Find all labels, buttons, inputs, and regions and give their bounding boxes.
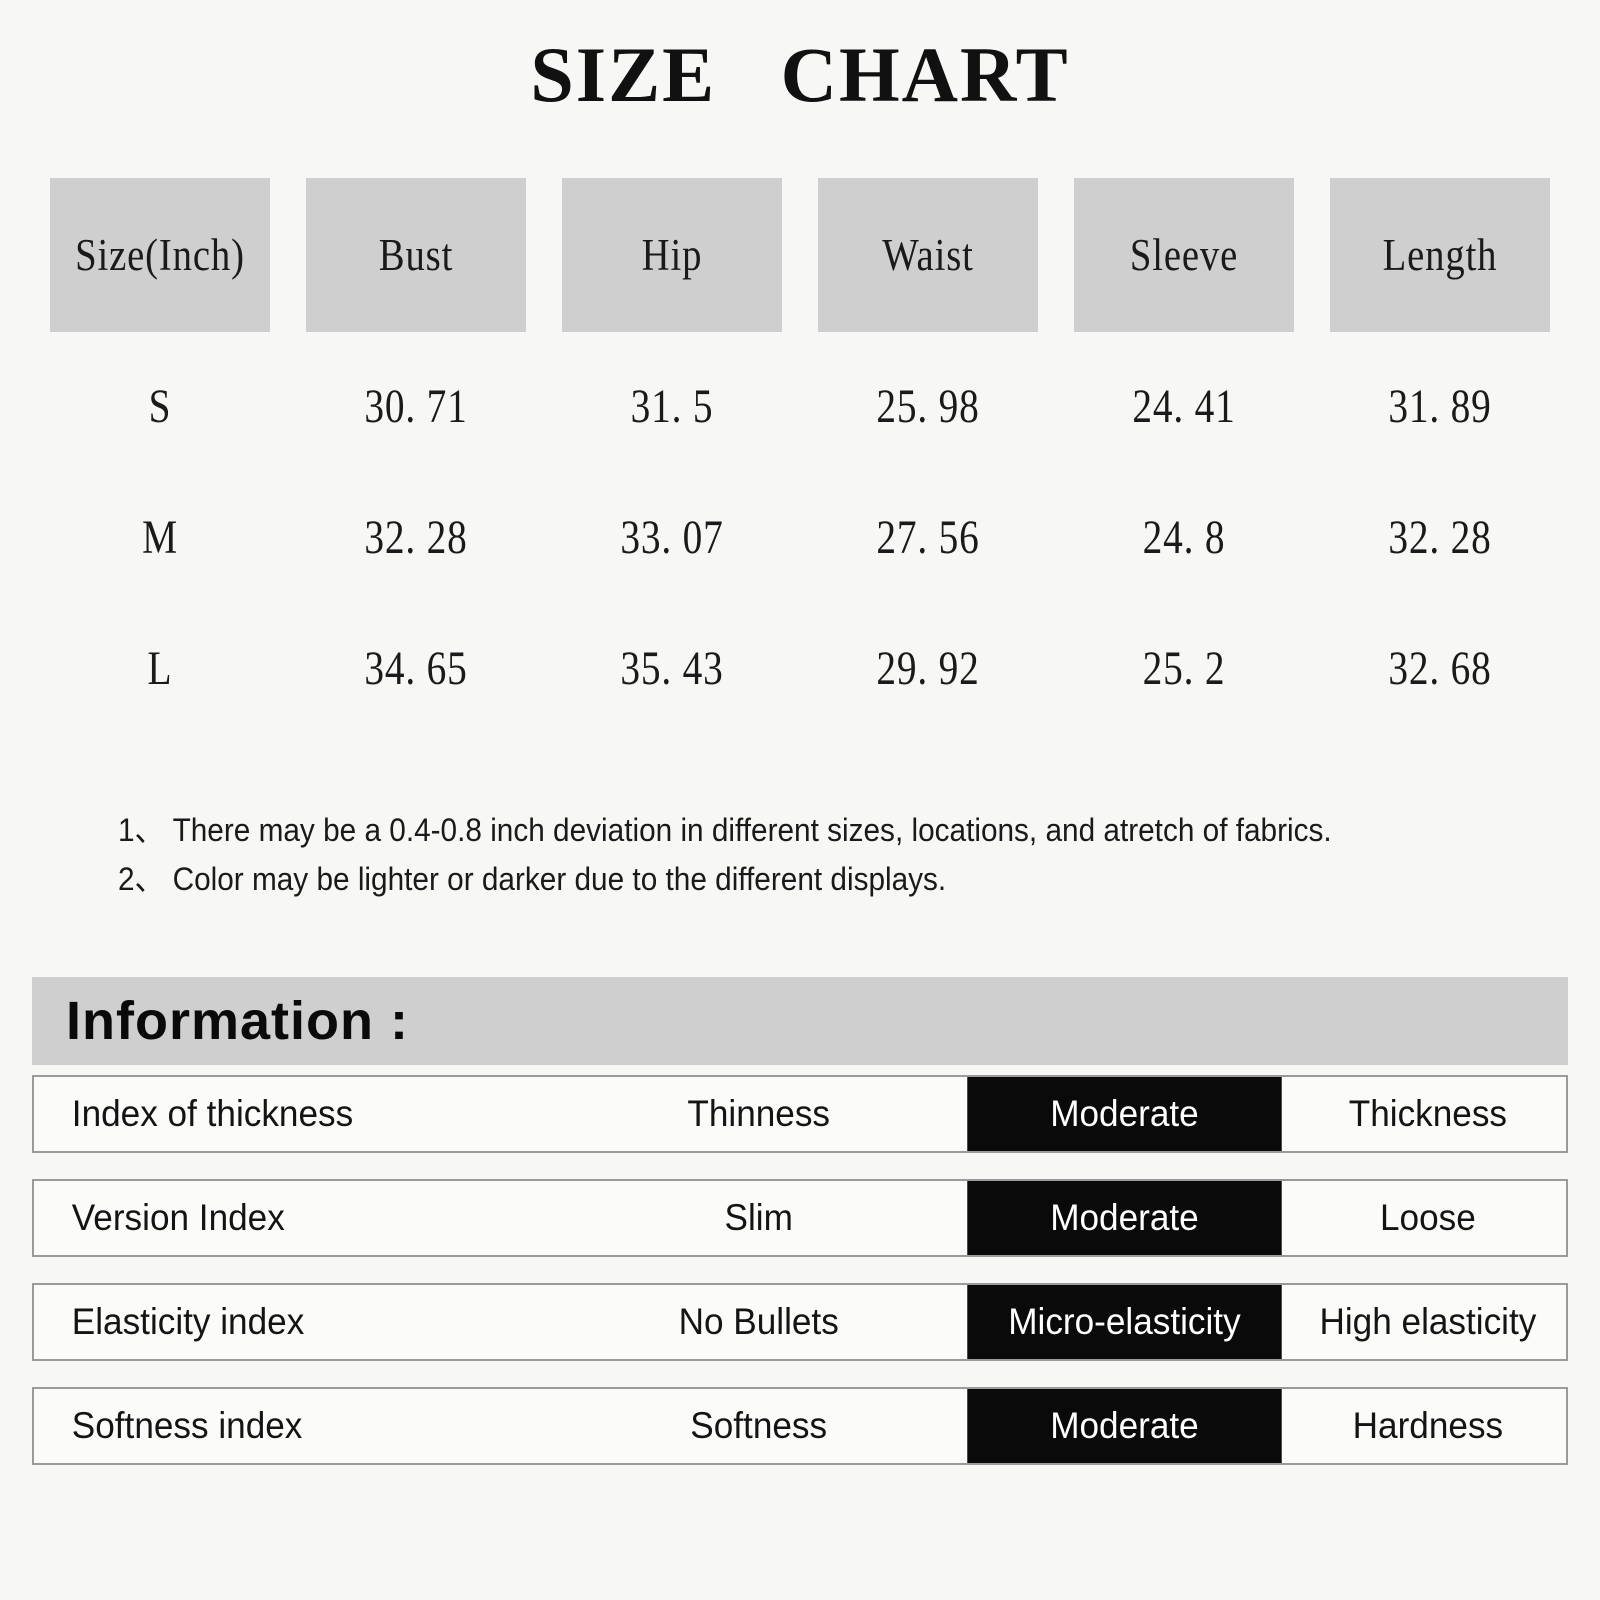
info-option-moderate[interactable]: Moderate bbox=[967, 1181, 1282, 1256]
notes-section: 1、 There may be a 0.4-0.8 inch deviation… bbox=[32, 806, 1568, 903]
info-option-softness[interactable]: Softness bbox=[690, 1405, 828, 1447]
table-row: L 34. 65 35. 43 29. 92 25. 2 32. 68 bbox=[32, 603, 1568, 734]
info-option-moderate[interactable]: Moderate bbox=[967, 1389, 1282, 1464]
column-header-waist: Waist bbox=[817, 177, 1039, 332]
cell-sleeve: 24. 41 bbox=[1132, 379, 1236, 433]
cell-sleeve: 24. 8 bbox=[1142, 510, 1226, 564]
column-header-length: Length bbox=[1329, 177, 1551, 332]
cell-hip: 31. 5 bbox=[630, 379, 714, 433]
cell-waist: 27. 56 bbox=[876, 510, 980, 564]
info-option-no-bullets[interactable]: No Bullets bbox=[678, 1301, 839, 1343]
info-row-thickness: Index of thickness Thinness Moderate Thi… bbox=[32, 1075, 1568, 1154]
cell-bust: 34. 65 bbox=[364, 641, 468, 695]
info-option-thinness[interactable]: Thinness bbox=[687, 1093, 830, 1135]
column-header-hip: Hip bbox=[561, 177, 783, 332]
cell-hip: 33. 07 bbox=[620, 510, 724, 564]
page-title: SIZE CHART bbox=[530, 31, 1070, 118]
size-table-body: S 30. 71 31. 5 25. 98 24. 41 31. 89 M 32… bbox=[32, 332, 1568, 734]
info-option-high-elasticity[interactable]: High elasticity bbox=[1319, 1301, 1537, 1343]
info-row-label: Index of thickness bbox=[71, 1093, 354, 1135]
info-option-micro-elasticity[interactable]: Micro-elasticity bbox=[967, 1285, 1282, 1360]
cell-bust: 32. 28 bbox=[364, 510, 468, 564]
cell-size: S bbox=[148, 379, 172, 433]
information-band: Information : bbox=[32, 977, 1568, 1066]
table-row: M 32. 28 33. 07 27. 56 24. 8 32. 28 bbox=[32, 472, 1568, 603]
size-table: Size(Inch) Bust Hip Waist Sleeve Length … bbox=[32, 177, 1568, 734]
info-option-moderate[interactable]: Moderate bbox=[967, 1077, 1282, 1152]
information-heading: Information : bbox=[66, 991, 409, 1052]
cell-size: L bbox=[147, 641, 173, 695]
info-row-version: Version Index Slim Moderate Loose bbox=[32, 1179, 1568, 1258]
table-row: S 30. 71 31. 5 25. 98 24. 41 31. 89 bbox=[32, 332, 1568, 472]
column-header-size: Size(Inch) bbox=[49, 177, 271, 332]
info-row-label: Version Index bbox=[71, 1197, 285, 1239]
size-table-header-row: Size(Inch) Bust Hip Waist Sleeve Length bbox=[32, 177, 1568, 332]
cell-waist: 29. 92 bbox=[876, 641, 980, 695]
info-option-thickness[interactable]: Thickness bbox=[1348, 1093, 1508, 1135]
information-rows: Index of thickness Thinness Moderate Thi… bbox=[32, 1065, 1568, 1466]
info-option-slim[interactable]: Slim bbox=[724, 1197, 793, 1239]
info-option-hardness[interactable]: Hardness bbox=[1352, 1405, 1504, 1447]
column-header-bust: Bust bbox=[305, 177, 527, 332]
cell-hip: 35. 43 bbox=[620, 641, 724, 695]
note-item: 2、 Color may be lighter or darker due to… bbox=[118, 860, 947, 897]
size-table-container: Size(Inch) Bust Hip Waist Sleeve Length … bbox=[32, 177, 1568, 734]
info-row-softness: Softness index Softness Moderate Hardnes… bbox=[32, 1387, 1568, 1466]
column-header-sleeve: Sleeve bbox=[1073, 177, 1295, 332]
cell-bust: 30. 71 bbox=[364, 379, 468, 433]
cell-waist: 25. 98 bbox=[876, 379, 980, 433]
info-row-elasticity: Elasticity index No Bullets Micro-elasti… bbox=[32, 1283, 1568, 1362]
size-table-head: Size(Inch) Bust Hip Waist Sleeve Length bbox=[32, 177, 1568, 332]
info-row-label: Softness index bbox=[71, 1405, 303, 1447]
info-option-loose[interactable]: Loose bbox=[1380, 1197, 1476, 1239]
cell-length: 32. 68 bbox=[1388, 641, 1492, 695]
cell-sleeve: 25. 2 bbox=[1142, 641, 1226, 695]
cell-length: 31. 89 bbox=[1388, 379, 1492, 433]
note-item: 1、 There may be a 0.4-0.8 inch deviation… bbox=[118, 811, 1332, 848]
cell-length: 32. 28 bbox=[1388, 510, 1492, 564]
cell-size: M bbox=[142, 510, 178, 564]
info-row-label: Elasticity index bbox=[71, 1301, 305, 1343]
